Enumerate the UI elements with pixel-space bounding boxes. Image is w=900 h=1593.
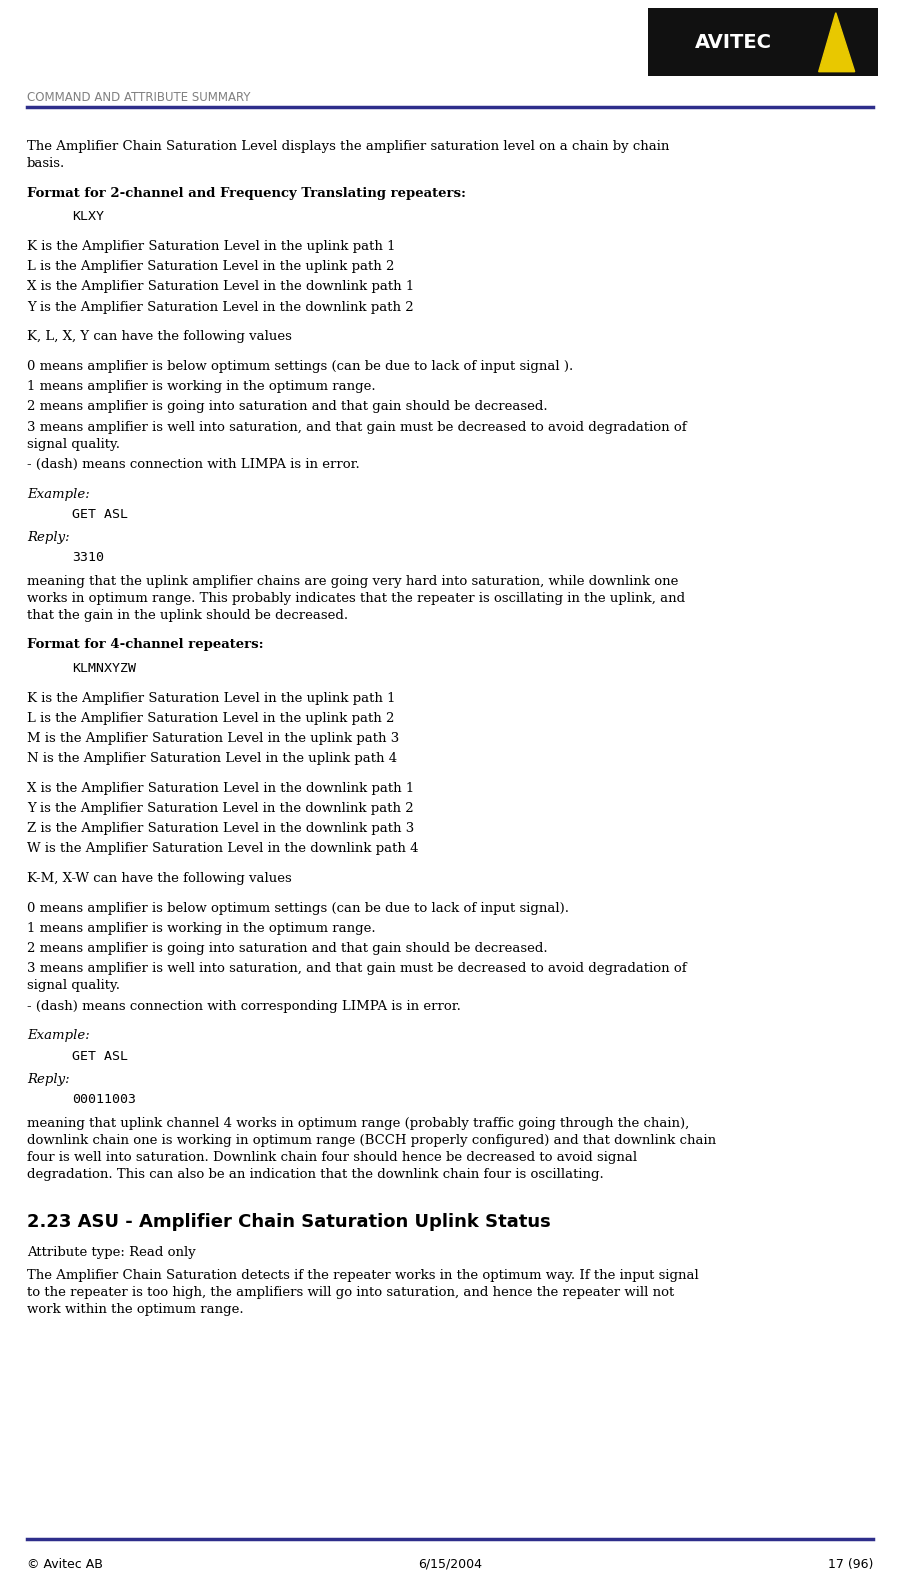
Text: signal quality.: signal quality. bbox=[27, 980, 120, 992]
Text: Format for 4-channel repeaters:: Format for 4-channel repeaters: bbox=[27, 639, 264, 652]
Text: 6/15/2004: 6/15/2004 bbox=[418, 1558, 482, 1571]
Text: meaning that the uplink amplifier chains are going very hard into saturation, wh: meaning that the uplink amplifier chains… bbox=[27, 575, 679, 588]
Text: 17 (96): 17 (96) bbox=[828, 1558, 873, 1571]
Text: M is the Amplifier Saturation Level in the uplink path 3: M is the Amplifier Saturation Level in t… bbox=[27, 731, 400, 746]
Text: KLMNXYZW: KLMNXYZW bbox=[72, 661, 136, 675]
Text: 2.23 ASU - Amplifier Chain Saturation Uplink Status: 2.23 ASU - Amplifier Chain Saturation Up… bbox=[27, 1214, 551, 1231]
Text: KLXY: KLXY bbox=[72, 210, 104, 223]
Text: 3 means amplifier is well into saturation, and that gain must be decreased to av: 3 means amplifier is well into saturatio… bbox=[27, 962, 687, 975]
Text: four is well into saturation. Downlink chain four should hence be decreased to a: four is well into saturation. Downlink c… bbox=[27, 1150, 637, 1163]
Text: downlink chain one is working in optimum range (BCCH properly configured) and th: downlink chain one is working in optimum… bbox=[27, 1134, 716, 1147]
Text: work within the optimum range.: work within the optimum range. bbox=[27, 1303, 244, 1316]
Text: 00011003: 00011003 bbox=[72, 1093, 136, 1106]
Text: 0 means amplifier is below optimum settings (can be due to lack of input signal : 0 means amplifier is below optimum setti… bbox=[27, 360, 573, 373]
Text: Y is the Amplifier Saturation Level in the downlink path 2: Y is the Amplifier Saturation Level in t… bbox=[27, 301, 414, 314]
Text: K-M, X-W can have the following values: K-M, X-W can have the following values bbox=[27, 871, 292, 886]
Text: K is the Amplifier Saturation Level in the uplink path 1: K is the Amplifier Saturation Level in t… bbox=[27, 691, 395, 704]
Text: meaning that uplink channel 4 works in optimum range (probably traffic going thr: meaning that uplink channel 4 works in o… bbox=[27, 1117, 689, 1129]
Text: Example:: Example: bbox=[27, 487, 90, 500]
Text: L is the Amplifier Saturation Level in the uplink path 2: L is the Amplifier Saturation Level in t… bbox=[27, 712, 394, 725]
Text: K, L, X, Y can have the following values: K, L, X, Y can have the following values bbox=[27, 330, 292, 344]
Text: 1 means amplifier is working in the optimum range.: 1 means amplifier is working in the opti… bbox=[27, 922, 375, 935]
Text: The Amplifier Chain Saturation Level displays the amplifier saturation level on : The Amplifier Chain Saturation Level dis… bbox=[27, 140, 670, 153]
Text: 0 means amplifier is below optimum settings (can be due to lack of input signal): 0 means amplifier is below optimum setti… bbox=[27, 902, 569, 914]
Text: X is the Amplifier Saturation Level in the downlink path 1: X is the Amplifier Saturation Level in t… bbox=[27, 280, 414, 293]
Text: AVITEC: AVITEC bbox=[695, 33, 771, 51]
Text: K is the Amplifier Saturation Level in the uplink path 1: K is the Amplifier Saturation Level in t… bbox=[27, 241, 395, 253]
Text: 2 means amplifier is going into saturation and that gain should be decreased.: 2 means amplifier is going into saturati… bbox=[27, 943, 547, 956]
Text: degradation. This can also be an indication that the downlink chain four is osci: degradation. This can also be an indicat… bbox=[27, 1168, 604, 1180]
Text: GET ASL: GET ASL bbox=[72, 508, 128, 521]
Text: W is the Amplifier Saturation Level in the downlink path 4: W is the Amplifier Saturation Level in t… bbox=[27, 843, 419, 855]
Text: L is the Amplifier Saturation Level in the uplink path 2: L is the Amplifier Saturation Level in t… bbox=[27, 260, 394, 274]
Text: Format for 2-channel and Frequency Translating repeaters:: Format for 2-channel and Frequency Trans… bbox=[27, 186, 466, 201]
Text: GET ASL: GET ASL bbox=[72, 1050, 128, 1063]
Text: to the repeater is too high, the amplifiers will go into saturation, and hence t: to the repeater is too high, the amplifi… bbox=[27, 1286, 674, 1300]
Text: N is the Amplifier Saturation Level in the uplink path 4: N is the Amplifier Saturation Level in t… bbox=[27, 752, 397, 765]
Text: Y is the Amplifier Saturation Level in the downlink path 2: Y is the Amplifier Saturation Level in t… bbox=[27, 801, 414, 816]
FancyBboxPatch shape bbox=[648, 8, 878, 76]
Text: - (dash) means connection with corresponding LIMPA is in error.: - (dash) means connection with correspon… bbox=[27, 1000, 461, 1013]
Text: - (dash) means connection with LIMPA is in error.: - (dash) means connection with LIMPA is … bbox=[27, 457, 360, 472]
Text: works in optimum range. This probably indicates that the repeater is oscillating: works in optimum range. This probably in… bbox=[27, 591, 685, 605]
Text: Z is the Amplifier Saturation Level in the downlink path 3: Z is the Amplifier Saturation Level in t… bbox=[27, 822, 414, 835]
Text: basis.: basis. bbox=[27, 158, 65, 170]
Text: Example:: Example: bbox=[27, 1029, 90, 1042]
Text: Reply:: Reply: bbox=[27, 530, 69, 545]
Polygon shape bbox=[819, 13, 855, 72]
Text: 1 means amplifier is working in the optimum range.: 1 means amplifier is working in the opti… bbox=[27, 381, 375, 393]
Text: © Avitec AB: © Avitec AB bbox=[27, 1558, 103, 1571]
Text: signal quality.: signal quality. bbox=[27, 438, 120, 451]
Text: Attribute type: Read only: Attribute type: Read only bbox=[27, 1246, 196, 1258]
Text: 3310: 3310 bbox=[72, 551, 104, 564]
Text: The Amplifier Chain Saturation detects if the repeater works in the optimum way.: The Amplifier Chain Saturation detects i… bbox=[27, 1270, 698, 1282]
Text: X is the Amplifier Saturation Level in the downlink path 1: X is the Amplifier Saturation Level in t… bbox=[27, 782, 414, 795]
Text: COMMAND AND ATTRIBUTE SUMMARY: COMMAND AND ATTRIBUTE SUMMARY bbox=[27, 91, 250, 104]
Text: that the gain in the uplink should be decreased.: that the gain in the uplink should be de… bbox=[27, 609, 348, 621]
Text: 2 means amplifier is going into saturation and that gain should be decreased.: 2 means amplifier is going into saturati… bbox=[27, 400, 547, 414]
Text: 3 means amplifier is well into saturation, and that gain must be decreased to av: 3 means amplifier is well into saturatio… bbox=[27, 421, 687, 433]
Text: Reply:: Reply: bbox=[27, 1074, 69, 1086]
